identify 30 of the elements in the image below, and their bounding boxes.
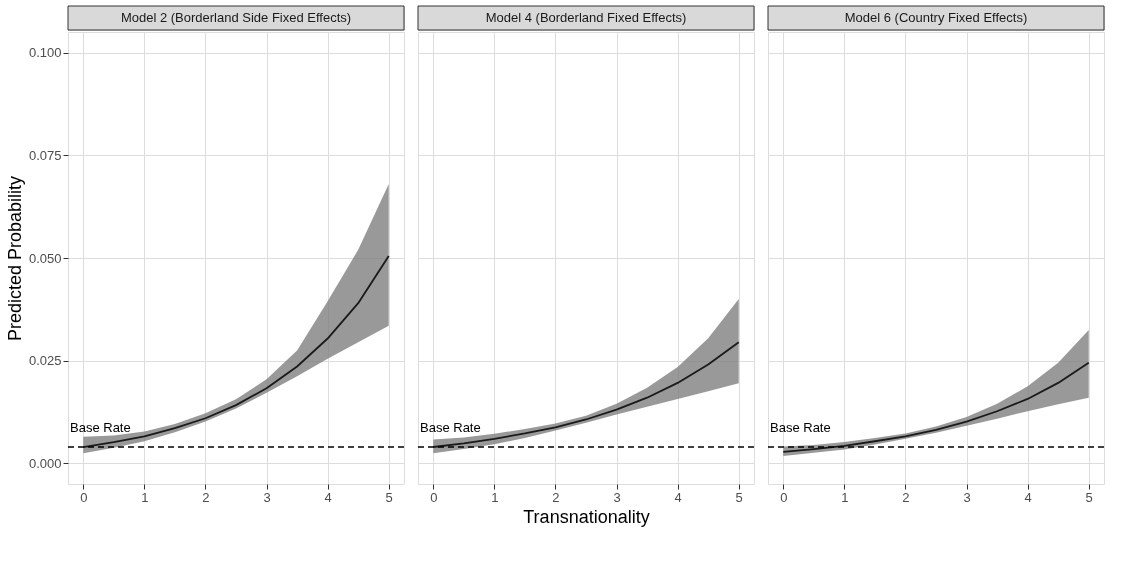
y-axis-title: Predicted Probability	[4, 175, 25, 342]
x-tick-label: 4	[324, 489, 332, 505]
x-tick-label: 2	[552, 489, 560, 505]
x-tick-label: 5	[1085, 489, 1093, 505]
x-tick-label: 0	[80, 489, 88, 505]
x-tick-label: 2	[902, 489, 910, 505]
x-tick-label: 5	[385, 489, 393, 505]
y-tick-label: 0.050	[28, 250, 62, 266]
chart-title: Model 6 (Country Fixed Effects)	[844, 10, 1028, 25]
x-tick-label: 0	[780, 489, 788, 505]
x-tick-label: 3	[613, 489, 621, 505]
ref-line-label: Base Rate	[770, 420, 831, 436]
x-tick-label: 4	[1024, 489, 1032, 505]
x-tick-label: 0	[430, 489, 438, 505]
y-tick-label: 0.100	[28, 45, 62, 61]
ref-line-label: Base Rate	[420, 420, 481, 436]
x-axis-title: Transnationality	[523, 506, 650, 527]
x-tick-label: 3	[963, 489, 971, 505]
y-tick-label: 0.000	[28, 455, 62, 471]
chart-title: Model 4 (Borderland Fixed Effects)	[485, 10, 687, 25]
chart-title: Model 2 (Borderland Side Fixed Effects)	[120, 10, 352, 25]
x-tick-label: 1	[491, 489, 499, 505]
y-tick-label: 0.075	[28, 147, 62, 163]
x-tick-label: 3	[263, 489, 271, 505]
x-tick-label: 1	[141, 489, 149, 505]
x-tick-label: 2	[202, 489, 210, 505]
y-tick-label: 0.025	[28, 353, 62, 369]
x-tick-label: 4	[674, 489, 682, 505]
x-tick-label: 5	[735, 489, 743, 505]
x-tick-label: 1	[841, 489, 849, 505]
